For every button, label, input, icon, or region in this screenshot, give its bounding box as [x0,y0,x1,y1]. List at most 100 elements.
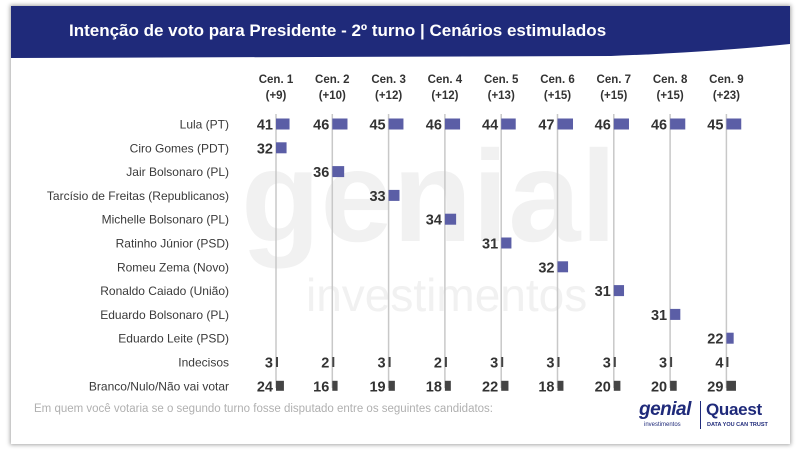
bar [557,380,564,391]
header-background [11,6,790,58]
bar [726,332,734,344]
bar [444,357,447,367]
data-label: 22 [482,379,498,395]
data-label: 3 [378,356,386,372]
bar [501,118,516,130]
data-label: 20 [595,379,611,395]
row-label: Romeu Zema (Novo) [117,260,229,274]
bar [557,261,569,273]
bar [613,285,625,297]
bar [276,357,278,367]
data-label: 36 [313,165,329,181]
bar [670,357,673,367]
data-label: 2 [434,356,442,372]
scenario-margin: (+9) [266,90,287,102]
bar [444,380,451,391]
bar [388,118,404,130]
scenario-margin: (+23) [713,90,740,102]
data-label: 41 [257,118,273,134]
data-label: 3 [546,356,554,372]
data-label: 18 [426,379,442,395]
data-label: 45 [707,118,723,134]
data-label: 4 [715,356,723,372]
scenario-margin: (+15) [600,90,627,102]
bar [332,166,345,178]
data-label: 45 [369,118,385,134]
bar [670,118,686,130]
bar [557,357,560,367]
scenario-header: Cen. 5 [484,74,519,86]
data-label: 19 [369,379,385,395]
data-label: 46 [313,118,329,134]
footnote: Em quem você votaria se o segundo turno … [34,403,494,415]
watermark-line1: genial [241,126,617,269]
row-label: Eduardo Bolsonaro (PL) [100,308,229,322]
scenario-margin: (+13) [488,90,515,102]
bar [501,237,512,249]
quaest-logo: Quaest [706,400,762,419]
data-label: 33 [369,189,385,205]
genial-logo: genial [639,399,691,420]
bar [388,357,391,367]
data-label: 32 [257,141,273,157]
data-label: 31 [482,237,498,253]
scenario-header: Cen. 4 [428,74,463,86]
row-label: Jair Bolsonaro (PL) [126,165,229,179]
scenario-header: Cen. 9 [709,74,744,86]
header-banner: Intenção de voto para Presidente - 2º tu… [11,6,790,58]
chart-card: Intenção de voto para Presidente - 2º tu… [11,6,790,444]
chart-area: Cen. 1 (+9) Cen. 2 (+10) Cen. 3 (+12) Cen. 4 (+… [47,74,744,395]
bar [332,118,348,130]
bar [388,189,400,201]
bar [613,380,621,391]
genial-logo-subtitle: investimentos [644,422,681,428]
data-label: 3 [659,356,667,372]
data-label: 3 [490,356,498,372]
scenario-margin: (+15) [657,90,684,102]
data-label: 29 [707,379,723,395]
logo-divider [700,401,701,429]
bar [670,308,681,320]
row-label: Branco/Nulo/Não vai votar [89,379,229,393]
scenario-header: Cen. 6 [540,74,575,86]
row-label: Ronaldo Caiado (União) [100,284,229,298]
bar [276,380,284,391]
bar [276,142,287,154]
row-label: Ciro Gomes (PDT) [130,141,229,155]
scenario-header: Cen. 3 [371,74,406,86]
bar [557,118,574,130]
scenario-margin: (+12) [431,90,458,102]
watermark: genial investimentos [241,126,617,321]
data-label: 46 [426,118,442,134]
scenario-margin: (+12) [375,90,402,102]
row-label: Ratinho Júnior (PSD) [116,237,229,251]
data-label: 24 [257,379,273,395]
bar [613,118,629,130]
data-label: 18 [538,379,554,395]
bar [444,118,461,130]
data-label: 46 [595,118,611,134]
scenario-header: Cen. 8 [653,74,688,86]
bar [276,118,290,130]
scenario-margin: (+10) [319,90,346,102]
bar [726,380,736,391]
data-label: 46 [651,118,667,134]
data-label: 3 [265,356,273,372]
data-label: 34 [426,213,442,229]
scenario-margin: (+15) [544,90,571,102]
data-label: 20 [651,379,667,395]
scenario-header: Cen. 7 [597,74,632,86]
bar [332,357,335,367]
bar [332,380,338,391]
bar [501,380,509,391]
scenario-header: Cen. 1 [259,74,294,86]
logos: genial investimentos Quaest DATA YOU CAN… [636,398,776,434]
data-label: 3 [603,356,611,372]
watermark-line2: investimentos [306,269,587,321]
row-label: Lula (PT) [180,118,229,132]
data-label: 32 [538,260,554,276]
scenario-header: Cen. 2 [315,74,350,86]
quaest-logo-subtitle: DATA YOU CAN TRUST [707,422,768,428]
data-label: 16 [313,379,329,395]
row-label: Eduardo Leite (PSD) [118,332,229,346]
